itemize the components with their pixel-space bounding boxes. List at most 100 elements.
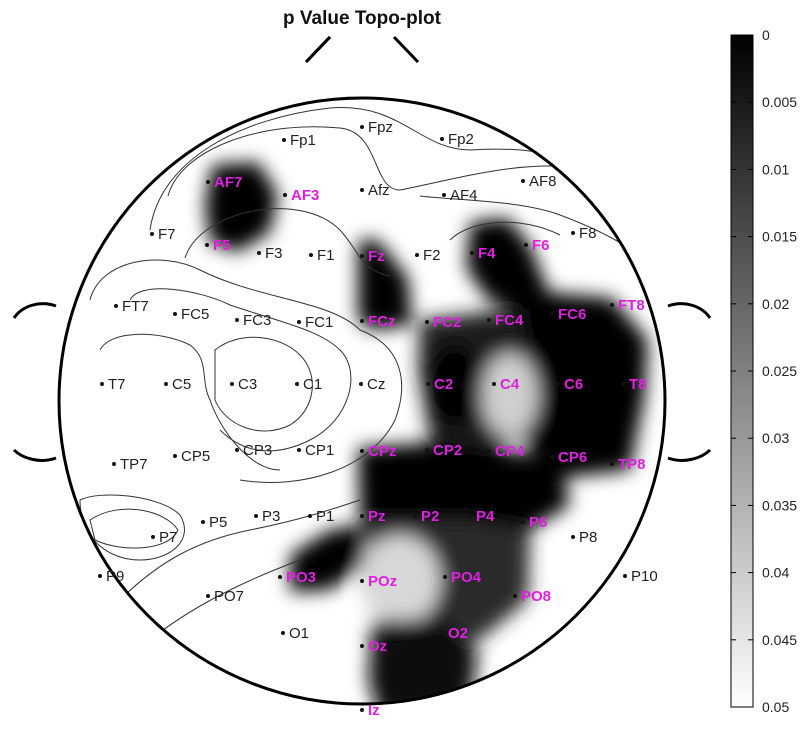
electrode-dot-tp8 bbox=[610, 462, 614, 466]
electrode-label-tp7: TP7 bbox=[120, 456, 148, 473]
electrode-dot-fp1 bbox=[282, 138, 286, 142]
c2-dark-spot bbox=[427, 343, 483, 427]
electrode-label-po7: PO7 bbox=[214, 588, 244, 605]
electrode-label-c4: C4 bbox=[500, 376, 520, 393]
heatmap-layer bbox=[205, 162, 648, 704]
electrode-label-cp2: CP2 bbox=[433, 442, 462, 459]
electrode-dot-poz bbox=[360, 579, 364, 583]
c4-light-spot bbox=[482, 353, 538, 437]
electrode-label-o2: O2 bbox=[448, 625, 468, 642]
electrode-label-cp6: CP6 bbox=[558, 449, 587, 466]
electrode-layer: Fp1 Fpz Fp2 AF7 AF3 Afz AF4 AF8 F7 F5 F3 F1 Fz F2 F4 F6… bbox=[98, 119, 658, 719]
electrode-dot-cz bbox=[359, 382, 363, 386]
electrode-dot-c3 bbox=[230, 382, 234, 386]
electrode-dot-cp3 bbox=[235, 448, 239, 452]
electrode-dot-fc5 bbox=[173, 312, 177, 316]
electrode-label-af3: AF3 bbox=[291, 187, 319, 204]
electrode-dot-fz bbox=[360, 254, 364, 258]
electrode-label-poz: POz bbox=[368, 573, 397, 590]
electrode-label-fp2: Fp2 bbox=[448, 131, 474, 148]
electrode-dot-p2 bbox=[413, 514, 417, 518]
electrode-dot-ft7 bbox=[114, 304, 118, 308]
colorbar-tick-label: 0.045 bbox=[762, 632, 797, 648]
colorbar-tick-label: 0.005 bbox=[762, 94, 797, 110]
sig-region-right-central bbox=[510, 290, 648, 478]
electrode-label-c3: C3 bbox=[238, 376, 257, 393]
electrode-label-f3: F3 bbox=[265, 245, 283, 262]
electrode-label-cp3: CP3 bbox=[243, 442, 272, 459]
electrode-dot-fc1 bbox=[297, 320, 301, 324]
electrode-label-f7: F7 bbox=[158, 226, 176, 243]
electrode-label-fpz: Fpz bbox=[368, 119, 393, 136]
electrode-label-f1: F1 bbox=[317, 247, 335, 264]
electrode-label-po3: PO3 bbox=[286, 569, 316, 586]
electrode-label-af8: AF8 bbox=[529, 173, 557, 190]
electrode-label-ft7: FT7 bbox=[122, 298, 149, 315]
electrode-dot-ft8 bbox=[610, 303, 614, 307]
electrode-dot-af3 bbox=[283, 193, 287, 197]
electrode-label-fc1: FC1 bbox=[305, 314, 333, 331]
electrode-dot-o2 bbox=[440, 631, 444, 635]
electrode-dot-cp6 bbox=[550, 455, 554, 459]
electrode-label-fcz: FCz bbox=[368, 313, 396, 330]
electrode-label-pz: Pz bbox=[368, 508, 386, 525]
colorbar-tick-label: 0.015 bbox=[762, 229, 797, 245]
electrode-dot-p1 bbox=[308, 514, 312, 518]
electrode-label-fz: Fz bbox=[368, 248, 385, 265]
electrode-label-ft8: FT8 bbox=[618, 297, 645, 314]
electrode-label-f8: F8 bbox=[579, 225, 597, 242]
electrode-dot-cp2 bbox=[425, 448, 429, 452]
electrode-label-p9: P9 bbox=[106, 568, 124, 585]
electrode-dot-cp4 bbox=[487, 449, 491, 453]
electrode-dot-f6 bbox=[524, 243, 528, 247]
electrode-dot-tp7 bbox=[112, 462, 116, 466]
electrode-dot-t8 bbox=[621, 382, 625, 386]
electrode-label-afz: Afz bbox=[368, 182, 390, 199]
electrode-dot-fpz bbox=[360, 125, 364, 129]
right-ear bbox=[667, 302, 712, 462]
electrode-label-tp8: TP8 bbox=[618, 456, 646, 473]
head-outline bbox=[57, 96, 667, 706]
electrode-dot-f7 bbox=[150, 232, 154, 236]
electrode-dot-po4 bbox=[443, 575, 447, 579]
electrode-dot-p5 bbox=[201, 520, 205, 524]
colorbar-tick-label: 0.04 bbox=[762, 565, 789, 581]
nose-right bbox=[392, 35, 420, 64]
sig-region-f4 bbox=[466, 218, 548, 312]
electrode-label-c2: C2 bbox=[434, 376, 453, 393]
electrode-dot-f2 bbox=[415, 253, 419, 257]
electrode-label-c5: C5 bbox=[172, 376, 191, 393]
electrode-dot-af4 bbox=[442, 193, 446, 197]
electrode-dot-fp2 bbox=[440, 137, 444, 141]
colorbar-tick-label: 0.025 bbox=[762, 363, 797, 379]
electrode-dot-fc2 bbox=[425, 320, 429, 324]
electrode-dot-f3 bbox=[257, 251, 261, 255]
electrode-dot-o1 bbox=[281, 631, 285, 635]
colorbar-tick-label: 0 bbox=[762, 27, 770, 43]
electrode-dot-c5 bbox=[164, 382, 168, 386]
electrode-dot-oz bbox=[360, 644, 364, 648]
electrode-dot-po7 bbox=[206, 594, 210, 598]
electrode-label-f6: F6 bbox=[532, 237, 550, 254]
left-ear bbox=[12, 302, 57, 462]
electrode-dot-fcz bbox=[360, 319, 364, 323]
electrode-dot-cpz bbox=[360, 449, 364, 453]
electrode-label-o1: O1 bbox=[289, 625, 309, 642]
electrode-label-fc4: FC4 bbox=[495, 312, 524, 329]
electrode-label-c1: C1 bbox=[303, 376, 322, 393]
electrode-dot-cp5 bbox=[173, 454, 177, 458]
electrode-label-p3: P3 bbox=[262, 508, 280, 525]
electrode-label-cp1: CP1 bbox=[305, 442, 334, 459]
electrode-label-p4: P4 bbox=[476, 508, 495, 525]
electrode-dot-p6 bbox=[521, 520, 525, 524]
electrode-dot-f5 bbox=[205, 243, 209, 247]
electrode-label-af4: AF4 bbox=[450, 187, 478, 204]
electrode-dot-p9 bbox=[98, 574, 102, 578]
electrode-dot-po3 bbox=[278, 575, 282, 579]
electrode-label-p6: P6 bbox=[529, 514, 547, 531]
sig-region-cpz bbox=[358, 442, 570, 530]
colorbar-tick-label: 0.05 bbox=[762, 699, 789, 715]
electrode-dot-f4 bbox=[470, 251, 474, 255]
electrode-dot-p8 bbox=[571, 535, 575, 539]
